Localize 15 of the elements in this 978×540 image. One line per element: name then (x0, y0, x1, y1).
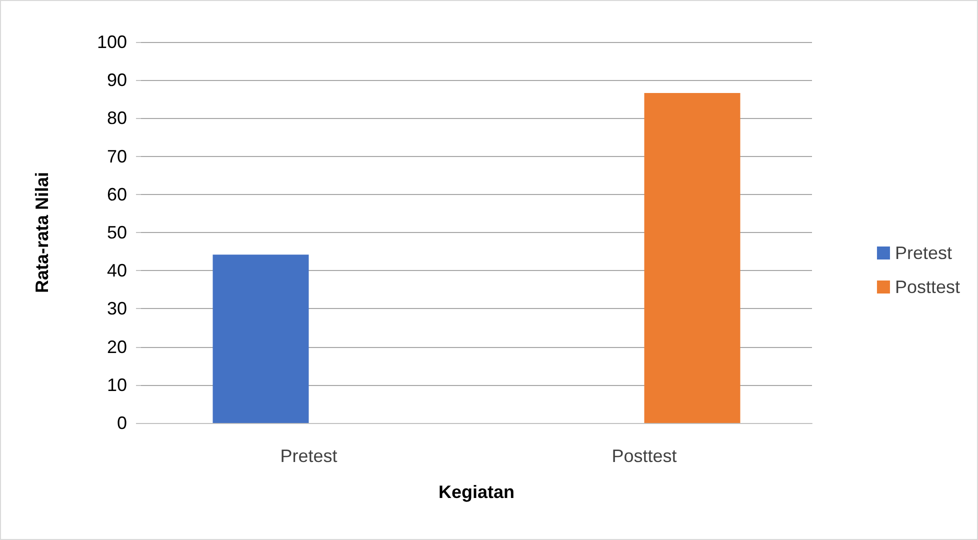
legend-label: Posttest (894, 277, 960, 297)
y-tick-label: 20 (106, 336, 127, 357)
y-tick-label: 90 (106, 70, 127, 90)
y-tick-label: 60 (106, 184, 127, 204)
y-tick-label: 100 (96, 32, 127, 52)
y-tick-label: 80 (106, 108, 127, 128)
y-tick-label: 70 (106, 146, 127, 166)
y-tick-label: 30 (106, 298, 127, 319)
y-tick-label: 40 (106, 260, 127, 281)
y-tick-label: 10 (106, 374, 127, 395)
y-tick-label: 50 (106, 222, 127, 242)
x-axis-title: Kegiatan (438, 482, 515, 502)
legend-label: Pretest (894, 243, 952, 263)
y-axis-title: Rata-rata Nilai (32, 172, 52, 294)
y-tick-label: 0 (116, 413, 127, 433)
